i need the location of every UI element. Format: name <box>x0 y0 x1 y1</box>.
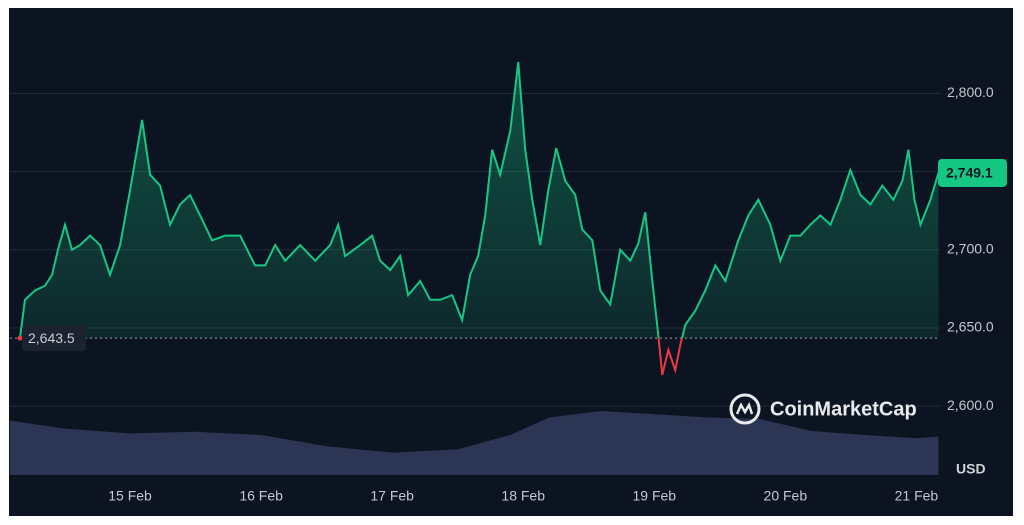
x-tick-label: 15 Feb <box>108 488 152 504</box>
volume-area <box>10 411 939 475</box>
baseline-label: 2,643.5 <box>28 330 75 346</box>
price-area <box>19 62 939 339</box>
y-tick-label: 2,700.0 <box>947 240 994 256</box>
baseline-label-bg <box>22 325 86 352</box>
watermark-text: CoinMarketCap <box>770 398 917 420</box>
y-tick-label: 2,650.0 <box>947 319 994 335</box>
watermark: CoinMarketCap <box>729 393 917 425</box>
currency-label: USD <box>956 461 986 477</box>
start-dot <box>17 335 23 341</box>
x-tick-label: 16 Feb <box>239 488 283 504</box>
y-tick-label: 2,600.0 <box>947 397 994 413</box>
x-tick-label: 21 Feb <box>895 488 939 504</box>
last-price-label: 2,749.1 <box>946 165 993 181</box>
x-tick-label: 20 Feb <box>764 488 808 504</box>
x-tick-label: 18 Feb <box>501 488 545 504</box>
x-tick-label: 19 Feb <box>632 488 676 504</box>
last-price-bg <box>938 158 1007 187</box>
price-line <box>18 61 940 339</box>
x-tick-label: 17 Feb <box>370 488 414 504</box>
y-tick-label: 2,800.0 <box>947 84 994 100</box>
